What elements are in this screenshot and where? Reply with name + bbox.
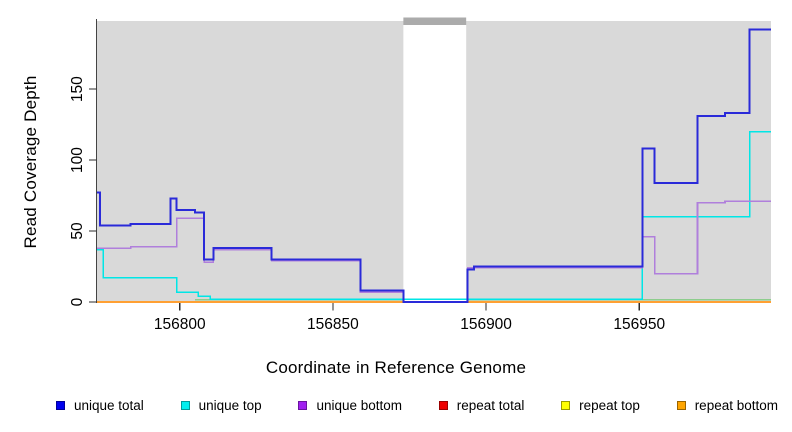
y-axis-label: Read Coverage Depth: [21, 75, 40, 249]
legend: unique total unique top unique bottom repea…: [0, 398, 792, 413]
y-tick-label: 100: [69, 147, 86, 173]
legend-label: unique bottom: [316, 398, 402, 413]
y-tick-label: 0: [69, 297, 86, 306]
x-tick-label: 156950: [613, 316, 665, 333]
legend-label: repeat top: [579, 398, 640, 413]
gap-band-cap: [403, 17, 467, 25]
y-tick-label: 150: [69, 76, 86, 102]
legend-label: repeat total: [456, 398, 525, 413]
legend-item-repeat-bottom: repeat bottom: [676, 398, 778, 413]
series-unique-top: [97, 130, 771, 300]
legend-item-unique-total: unique total: [56, 398, 144, 413]
y-tick-label: 50: [69, 222, 86, 240]
legend-label: unique top: [198, 398, 262, 413]
x-tick-label: 156900: [460, 316, 512, 333]
legend-swatch-unique-top: [180, 401, 190, 410]
x-tick-label: 156800: [154, 316, 206, 333]
legend-label: repeat bottom: [694, 398, 778, 413]
x-tick-label: 156850: [307, 316, 359, 333]
x-axis-label: Coordinate in Reference Genome: [265, 358, 527, 377]
legend-swatch-repeat-top: [561, 401, 571, 410]
legend-label: unique total: [74, 398, 144, 413]
series-unique-total: [97, 28, 771, 303]
legend-item-unique-top: unique top: [180, 398, 262, 413]
legend-item-unique-bottom: unique bottom: [298, 398, 402, 413]
legend-item-repeat-top: repeat top: [561, 398, 640, 413]
legend-swatch-repeat-bottom: [676, 401, 686, 410]
legend-swatch-unique-total: [56, 401, 65, 410]
gap-band: [403, 25, 467, 302]
legend-item-repeat-total: repeat total: [438, 398, 525, 413]
legend-swatch-unique-bottom: [298, 401, 308, 410]
legend-swatch-repeat-total: [438, 401, 448, 410]
series-unique-bottom: [97, 200, 771, 303]
